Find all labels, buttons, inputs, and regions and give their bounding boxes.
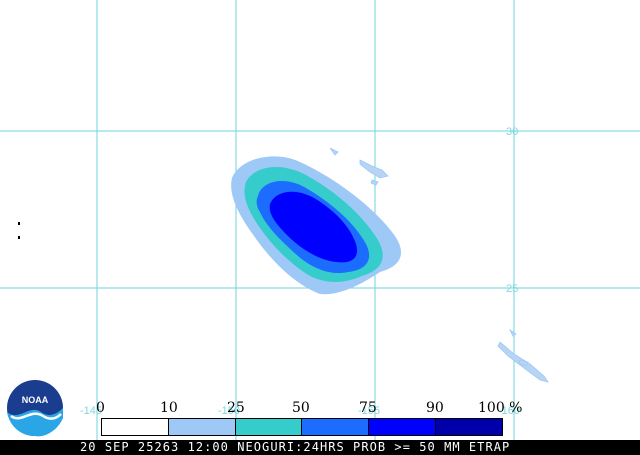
- legend-swatch: [302, 419, 370, 435]
- probability-map: 30 25 -145 -150 -155 -160: [0, 0, 640, 440]
- noaa-logo-icon: NOAA: [6, 379, 64, 437]
- legend-label: 25: [227, 400, 245, 416]
- dot: [18, 236, 20, 239]
- island: [518, 359, 529, 367]
- dots: [18, 222, 20, 239]
- map-caption: 20 SEP 25263 12:00 NEOGURI:24HRS PROB >=…: [0, 440, 640, 455]
- logo-text: NOAA: [22, 395, 49, 405]
- legend-swatch: [102, 419, 169, 435]
- latitude-label: 25: [506, 283, 518, 295]
- legend-swatch: [235, 419, 303, 435]
- legend-label: 90: [426, 400, 444, 416]
- legend-color-bar: [101, 418, 503, 436]
- legend-label: 75: [359, 400, 377, 416]
- longitude-label: -145: [80, 405, 102, 417]
- dot: [18, 222, 20, 225]
- legend-label: 10: [160, 400, 178, 416]
- island: [370, 179, 379, 186]
- legend-label: 50: [292, 400, 310, 416]
- island: [359, 159, 389, 179]
- legend-labels: 0 10 25 50 75 90 100 %: [0, 400, 640, 416]
- island: [329, 147, 339, 156]
- legend-swatch: [369, 419, 437, 435]
- island: [508, 328, 517, 337]
- legend-label: 0: [96, 400, 105, 416]
- probability-band-75: [269, 191, 358, 263]
- longitude-label: -150: [218, 405, 240, 417]
- legend-swatch: [436, 419, 502, 435]
- islands: [329, 147, 549, 383]
- longitude-label: -155: [358, 405, 380, 417]
- legend-label: 100 %: [478, 400, 523, 416]
- legend-swatch: [168, 419, 236, 435]
- latitude-label: 30: [506, 126, 518, 138]
- longitude-label: -160: [498, 405, 520, 417]
